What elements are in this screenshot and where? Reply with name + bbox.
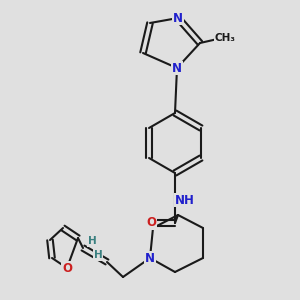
Text: H: H (94, 250, 102, 260)
Text: O: O (146, 217, 156, 230)
Text: CH₃: CH₃ (214, 33, 236, 43)
Text: H: H (88, 236, 96, 246)
Text: N: N (173, 11, 183, 25)
Text: O: O (62, 262, 72, 275)
Text: N: N (172, 61, 182, 74)
Text: NH: NH (175, 194, 195, 206)
Text: N: N (145, 251, 155, 265)
